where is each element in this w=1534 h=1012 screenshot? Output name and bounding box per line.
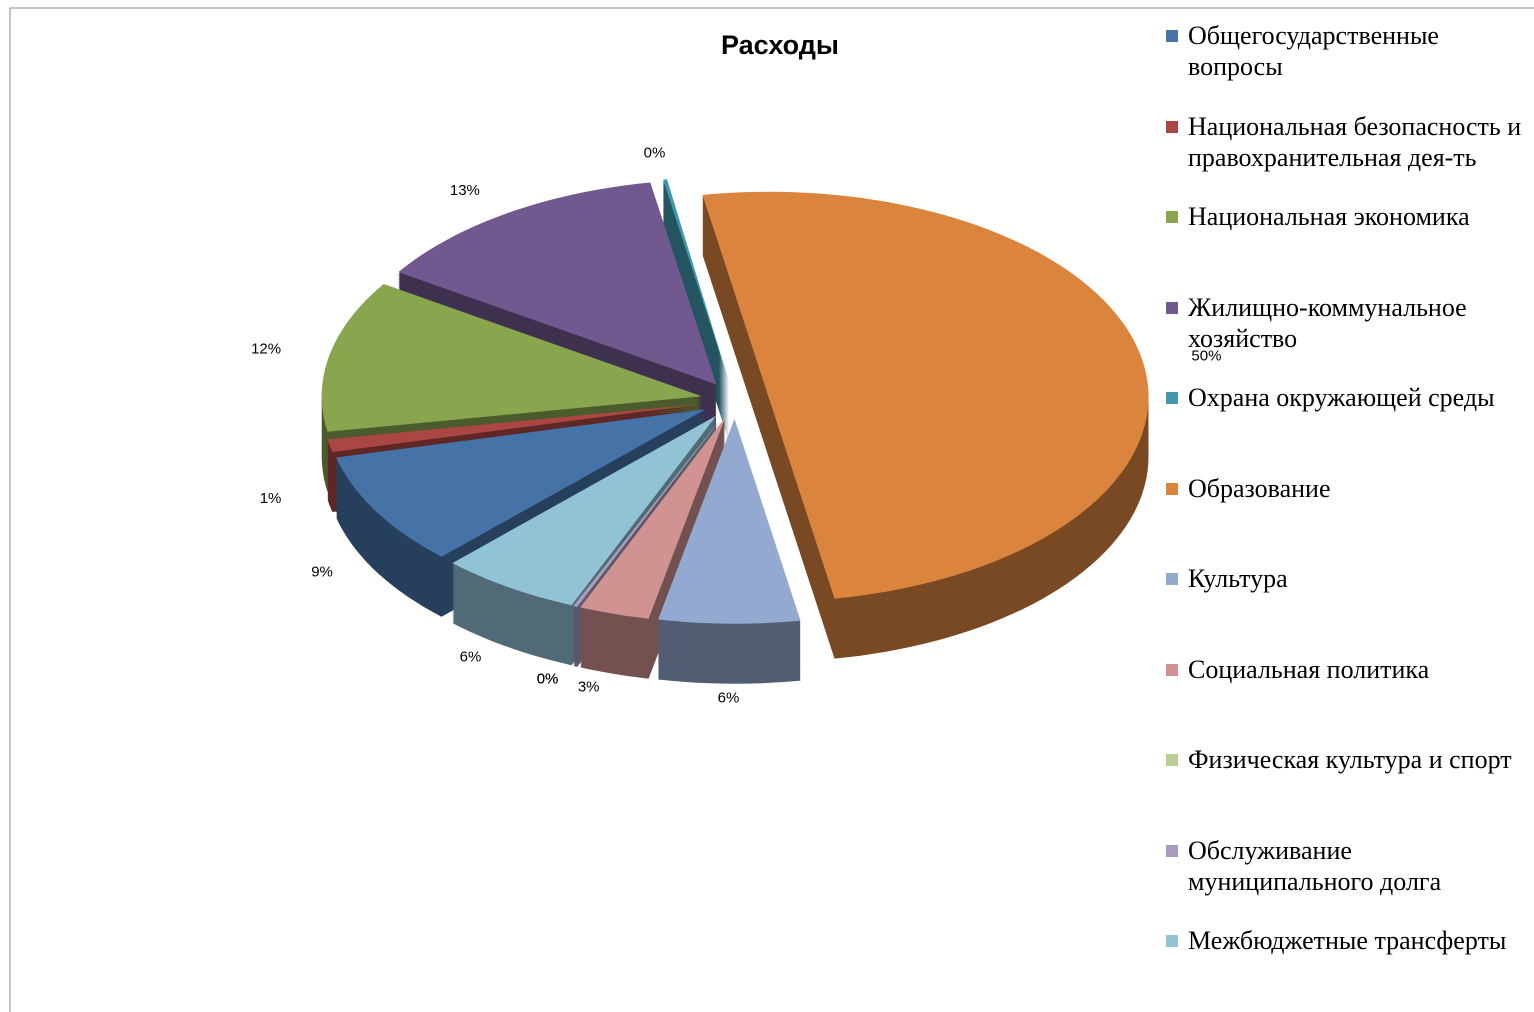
data-label: 13%: [450, 182, 480, 199]
legend-label: Национальная экономика: [1188, 202, 1470, 231]
legend-key: [1166, 301, 1178, 314]
data-label: 0%: [537, 670, 559, 687]
legend-item: Национальная экономика: [1166, 201, 1526, 232]
legend-label: Обслуживание муниципального долга: [1188, 835, 1442, 896]
chart-frame: [9, 7, 1534, 1012]
slice: [658, 418, 801, 624]
slice: [573, 417, 723, 607]
legend-item: Жилищно-коммунальное хозяйство: [1166, 292, 1526, 354]
slice: [702, 191, 1149, 599]
legend-item: Физическая культура и спорт: [1166, 744, 1526, 775]
legend-key: [1166, 573, 1178, 585]
legend-item: Культура: [1166, 563, 1526, 594]
legend-key: [1166, 211, 1178, 223]
legend-label: Физическая культура и спорт: [1188, 745, 1512, 774]
legend-label: Охрана окружающей среды: [1188, 383, 1495, 412]
legend-label: Межбюджетные трансферты: [1188, 926, 1507, 955]
legend-item: Социальная политика: [1166, 654, 1526, 685]
slice: [663, 179, 730, 382]
legend-item: Межбюджетные трансферты: [1166, 925, 1526, 956]
slice: [327, 403, 702, 452]
legend-key: [1166, 935, 1178, 947]
legend-key: [1166, 120, 1178, 133]
slice: [452, 415, 717, 606]
data-label: 0%: [537, 670, 559, 687]
legend-label: Национальная безопасность и правохраните…: [1188, 111, 1522, 172]
slice: [336, 409, 706, 557]
legend-label: Образование: [1188, 473, 1331, 503]
legend-key: [1166, 482, 1178, 495]
data-label: 1%: [260, 490, 282, 507]
legend-item: Общегосударственные вопросы: [1166, 20, 1526, 82]
chart-title: Расходы: [721, 30, 839, 60]
slice: [580, 417, 726, 619]
legend-item: Национальная безопасность и правохраните…: [1166, 111, 1526, 173]
legend-key: [1166, 392, 1178, 404]
data-label: 12%: [251, 341, 281, 358]
legend-item: Охрана окружающей среды: [1166, 382, 1526, 413]
data-label: 9%: [311, 563, 333, 580]
legend-label: Культура: [1188, 564, 1288, 593]
legend-item: Образование: [1166, 473, 1526, 504]
data-label: 6%: [718, 689, 740, 706]
legend-label: Социальная политика: [1188, 654, 1430, 684]
legend-key: [1166, 844, 1178, 857]
legend-item: Обслуживание муниципального долга: [1166, 835, 1526, 897]
legend-key: [1166, 30, 1178, 42]
data-label: 6%: [460, 648, 482, 665]
legend-label: Общегосударственные вопросы: [1188, 21, 1439, 81]
legend-label: Жилищно-коммунальное хозяйство: [1188, 292, 1467, 353]
data-label: 0%: [644, 144, 666, 161]
legend-key: [1166, 754, 1178, 766]
legend-key: [1166, 663, 1178, 676]
data-label: 50%: [1191, 347, 1221, 364]
slice: [321, 284, 702, 432]
slice: [398, 182, 717, 385]
data-label: 3%: [578, 678, 600, 695]
